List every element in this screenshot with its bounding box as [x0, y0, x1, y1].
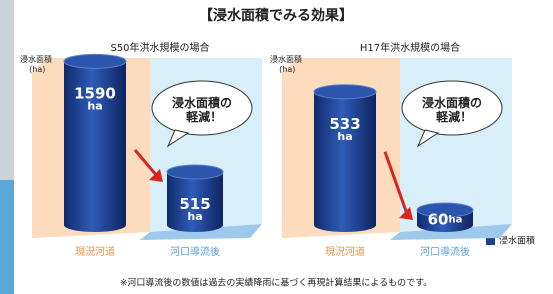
cylinder-body: [314, 92, 376, 232]
category-label: 現況河道: [75, 245, 115, 258]
cylinder: [314, 85, 376, 232]
cylinder: [64, 54, 126, 232]
cylinder-top: [64, 54, 126, 68]
cylinder-top: [167, 165, 223, 179]
chart-title: S50年洪水規模の場合: [110, 41, 209, 54]
chart-title: H17年洪水規模の場合: [360, 41, 460, 54]
legend-label: 浸水面積: [499, 235, 535, 247]
category-label: 現況河道: [325, 245, 365, 258]
infographic: 【浸水面積でみる効果】 浸水面積 ※河口導流後の数値は過去の実績降雨に基づく再現…: [0, 0, 553, 294]
category-label: 河口導流後: [170, 245, 220, 258]
category-label: 河口導流後: [420, 245, 470, 258]
page-title: 【浸水面積でみる効果】: [199, 7, 353, 24]
footnote: ※河口導流後の数値は過去の実績降雨に基づく再現計算結果によるものです。: [120, 277, 432, 289]
map-water: [0, 180, 14, 294]
cylinder-top: [314, 85, 376, 99]
